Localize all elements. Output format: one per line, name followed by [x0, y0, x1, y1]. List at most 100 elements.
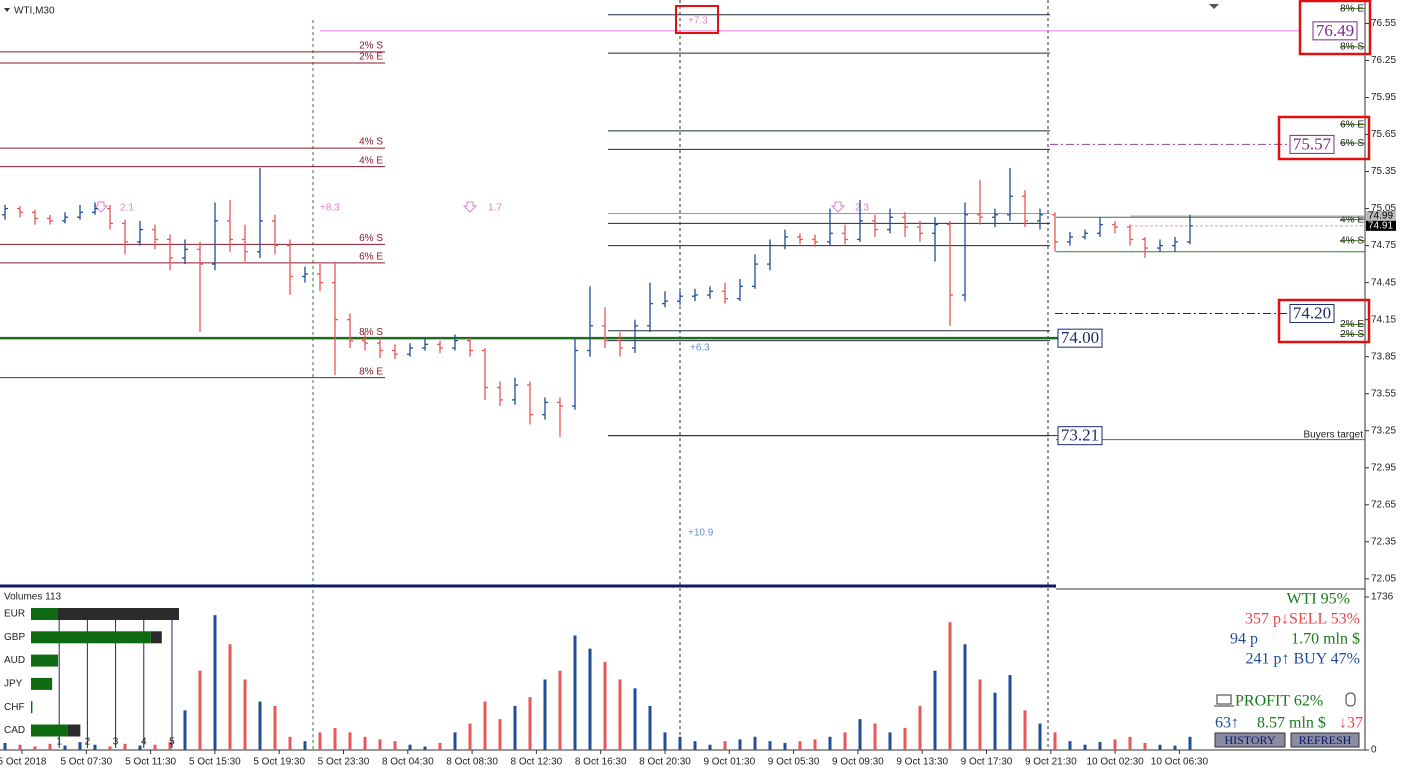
y-tick-label: 72.65	[1371, 499, 1396, 510]
menu-arrow	[4, 8, 10, 12]
buyers-target-label: Buyers target	[1304, 429, 1364, 440]
level-label: 6% E	[1340, 119, 1364, 130]
volume-bar	[363, 736, 367, 750]
y-tick-label: 75.35	[1371, 166, 1396, 177]
volume-bar	[813, 739, 817, 750]
volume-bar	[963, 644, 967, 750]
current-price-tag	[1366, 220, 1396, 231]
info-volume: 1.70 mln $	[1291, 631, 1360, 648]
volume-bar	[423, 746, 427, 750]
volume-bar	[1038, 723, 1042, 750]
volume-bar	[978, 679, 982, 750]
y-tick-label: 73.85	[1371, 351, 1396, 362]
currency-label: CHF	[4, 702, 25, 713]
volume-bar	[138, 745, 142, 750]
x-tick-label: 5 Oct 2018	[0, 757, 47, 768]
volume-bar	[453, 732, 457, 750]
volume-bar	[918, 705, 922, 750]
volume-bar	[768, 741, 772, 750]
volume-bar	[633, 688, 637, 750]
volume-bar	[348, 732, 352, 750]
y-tick-label: 76.55	[1371, 18, 1396, 29]
volume-bar	[123, 743, 127, 750]
x-tick-label: 9 Oct 21:30	[1025, 757, 1077, 768]
volume-bar	[243, 679, 247, 750]
arrow-icon	[462, 201, 478, 213]
volume-bar	[1023, 710, 1027, 750]
volume-bar	[678, 736, 682, 750]
currency-label: GBP	[4, 632, 25, 643]
volume-bar	[153, 744, 157, 750]
annotation: 2.3	[855, 203, 869, 214]
volume-bar	[888, 732, 892, 750]
mouse-icon	[1345, 692, 1356, 707]
volume-bar	[408, 744, 412, 750]
y-tick-label: 72.95	[1371, 462, 1396, 473]
current-price-label: 74.91	[1368, 220, 1393, 231]
volume-bar	[648, 705, 652, 750]
info-symbol: WTI 95%	[1286, 591, 1350, 608]
x-tick-label: 5 Oct 19:30	[253, 757, 305, 768]
history-button-label[interactable]: HISTORY	[1224, 733, 1275, 747]
x-tick-label: 8 Oct 16:30	[575, 757, 627, 768]
history-button-bg[interactable]	[1214, 732, 1286, 748]
volume-bar	[708, 744, 712, 750]
volume-bar	[228, 644, 232, 750]
refresh-button-label[interactable]: REFRESH	[1299, 733, 1352, 747]
price-box	[1312, 21, 1358, 41]
volume-bar	[843, 732, 847, 750]
volume-bar	[1083, 744, 1087, 750]
history-button[interactable]: HISTORY	[1214, 732, 1286, 748]
volume-bar	[1053, 732, 1057, 750]
x-tick-label: 8 Oct 04:30	[382, 757, 434, 768]
highlight-box	[675, 5, 719, 34]
level-label: 8% S	[1340, 42, 1364, 53]
y-tick-label: 74.75	[1371, 240, 1396, 251]
currency-weak-bar	[150, 631, 162, 644]
level-label: 8% S	[359, 327, 383, 338]
level-label: 6% S	[1340, 138, 1364, 149]
current-price-label: 74.99	[1368, 211, 1393, 222]
volume-bar	[528, 697, 532, 750]
info-down-count: ↓37	[1339, 715, 1363, 732]
x-tick-label: 5 Oct 23:30	[318, 757, 370, 768]
volume-bar	[1173, 745, 1177, 750]
x-tick-label: 9 Oct 09:30	[832, 757, 884, 768]
x-tick-label: 5 Oct 15:30	[189, 757, 241, 768]
refresh-button[interactable]: REFRESH	[1290, 732, 1360, 748]
currency-tick-label: 2	[85, 737, 91, 748]
currency-label: AUD	[4, 655, 25, 666]
volume-bar	[948, 622, 952, 750]
volume-bar	[393, 741, 397, 750]
level-label: 6% S	[359, 233, 383, 244]
volume-bar	[858, 719, 862, 750]
refresh-button-bg[interactable]	[1290, 732, 1360, 748]
volume-bar	[213, 615, 217, 750]
info-sell: 357 p↓SELL 53%	[1245, 611, 1360, 628]
currency-label: EUR	[4, 609, 25, 620]
price-box-label: 74.20	[1293, 303, 1331, 322]
y-tick-label: 74.45	[1371, 277, 1396, 288]
levels: 76.55 76.25 75.95 75.65 75.35 75.05 74.75 74.45…	[0, 3, 1396, 768]
volume-bar	[1098, 742, 1102, 750]
volume-bar	[723, 741, 727, 750]
x-tick-label: 9 Oct 13:30	[896, 757, 948, 768]
level-label: 4% S	[1340, 235, 1364, 246]
volume-bar	[933, 670, 937, 750]
y-tick-label: 75.65	[1371, 129, 1396, 140]
arrow-icon	[93, 201, 109, 213]
volume-bar	[438, 742, 442, 750]
volume-bar	[33, 746, 37, 750]
highlight-box	[1277, 115, 1371, 161]
x-tick-label: 5 Oct 11:30	[125, 757, 176, 768]
currency-strong-bar	[31, 724, 68, 737]
currency-label: CAD	[4, 725, 25, 736]
y-tick-label: 73.55	[1371, 388, 1396, 399]
currency-strong-bar	[31, 654, 59, 667]
info-buy: 241 p↑ BUY 47%	[1245, 651, 1360, 668]
volume-bar	[738, 739, 742, 750]
volume-bar	[288, 736, 292, 750]
